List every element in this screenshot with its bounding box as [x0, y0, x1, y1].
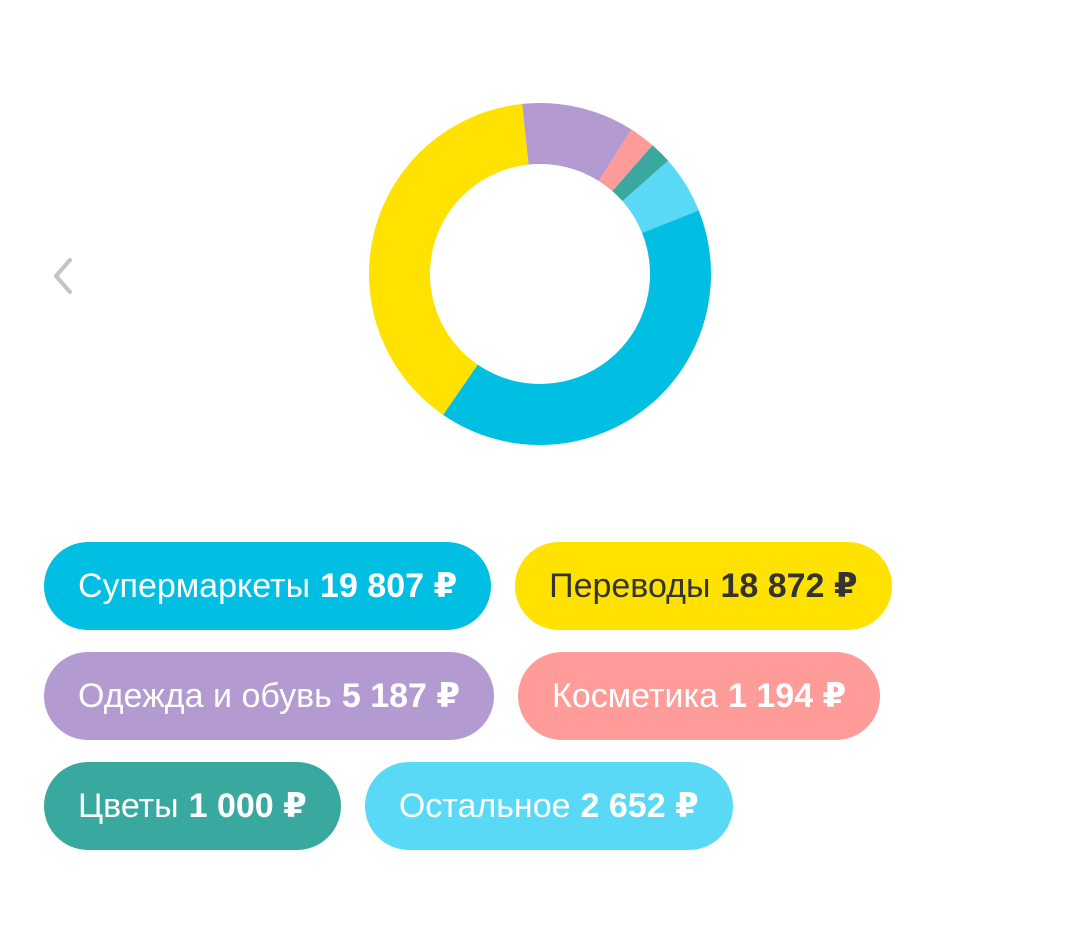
legend-row: Одежда и обувь 5 187 ₽ Косметика 1 194 ₽ [44, 652, 1044, 740]
chevron-left-icon [54, 258, 72, 294]
chip-name: Остальное [398, 786, 571, 825]
chip-name: Переводы [549, 566, 711, 605]
chip-name: Одежда и обувь [78, 676, 332, 715]
chip-amount: 5 187 ₽ [341, 677, 461, 715]
chip-supermarkets[interactable]: Супермаркеты 19 807 ₽ [44, 542, 492, 630]
chip-amount: 19 807 ₽ [320, 567, 458, 605]
category-legend: Супермаркеты 19 807 ₽ Переводы 18 872 ₽ … [44, 542, 1044, 872]
chip-amount: 2 652 ₽ [580, 787, 699, 825]
chip-name: Супермаркеты [78, 566, 311, 605]
donut-slice-transfers [369, 103, 529, 415]
legend-row: Цветы 1 000 ₽ Остальное 2 652 ₽ [44, 762, 1044, 850]
legend-row: Супермаркеты 19 807 ₽ Переводы 18 872 ₽ [44, 542, 1044, 630]
chip-amount: 1 194 ₽ [728, 677, 847, 715]
chip-other[interactable]: Остальное 2 652 ₽ [364, 762, 733, 850]
chip-transfers[interactable]: Переводы 18 872 ₽ [515, 542, 892, 630]
donut-slice-other [622, 160, 699, 234]
chip-amount: 18 872 ₽ [720, 567, 858, 605]
back-button[interactable] [40, 248, 84, 304]
donut-slice-flowers [612, 145, 669, 202]
donut-chart [369, 103, 711, 445]
chip-name: Цветы [78, 786, 179, 825]
chip-amount: 1 000 ₽ [188, 787, 307, 825]
chip-cosmetics[interactable]: Косметика 1 194 ₽ [518, 652, 881, 740]
donut-slice-supermarkets [443, 210, 711, 445]
chip-clothing[interactable]: Одежда и обувь 5 187 ₽ [44, 652, 495, 740]
chip-name: Косметика [552, 676, 719, 715]
donut-slice-clothing [522, 103, 632, 182]
donut-slice-cosmetics [598, 129, 653, 192]
chip-flowers[interactable]: Цветы 1 000 ₽ [44, 762, 341, 850]
